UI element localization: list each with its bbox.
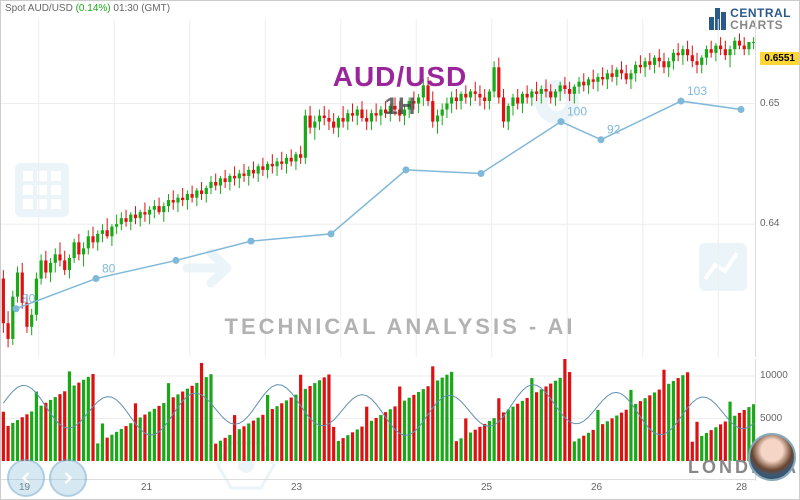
- current-price-tag: 0.6551: [760, 52, 799, 65]
- svg-text:80: 80: [102, 262, 116, 276]
- nav-next-button[interactable]: [49, 459, 87, 497]
- xaxis-dates: 192123252628: [1, 479, 756, 499]
- watermark-timeframe: 1H: [385, 93, 416, 121]
- svg-text:80: 80: [22, 292, 36, 306]
- svg-text:103: 103: [687, 84, 707, 98]
- chart-container: Spot AUD/USD (0.14%) 01:30 (GMT) CENTRAL…: [0, 0, 800, 500]
- yaxis-price: 0.640.65: [755, 19, 799, 357]
- timestamp: 01:30 (GMT): [113, 3, 170, 14]
- change-percent: (0.14%): [76, 3, 111, 14]
- volume-chart[interactable]: [1, 359, 756, 481]
- watermark-pair: AUD/USD: [333, 61, 468, 93]
- chart-header: Spot AUD/USD (0.14%) 01:30 (GMT): [5, 3, 170, 14]
- instrument-name: Spot AUD/USD: [5, 3, 73, 14]
- nav-prev-button[interactable]: [7, 459, 45, 497]
- svg-text:92: 92: [607, 123, 621, 137]
- svg-text:100: 100: [567, 105, 587, 119]
- watermark-technical: TECHNICAL ANALYSIS - AI: [225, 314, 576, 340]
- avatar-icon[interactable]: [748, 433, 796, 481]
